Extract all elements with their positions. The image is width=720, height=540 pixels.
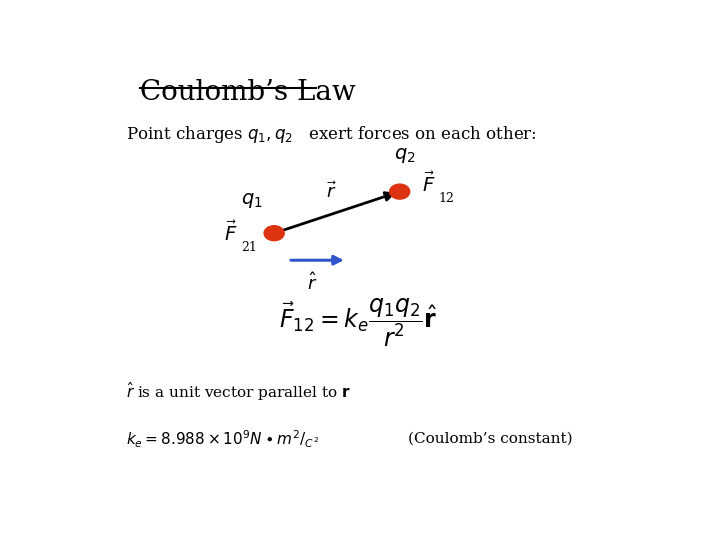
Text: 12: 12 bbox=[438, 192, 454, 205]
Text: $q_1$: $q_1$ bbox=[241, 191, 263, 210]
Text: $\vec{r}$: $\vec{r}$ bbox=[326, 181, 337, 202]
Circle shape bbox=[264, 226, 284, 241]
Text: $\hat{r}$ is a unit vector parallel to $\mathbf{r}$: $\hat{r}$ is a unit vector parallel to $… bbox=[126, 380, 351, 403]
Text: Point charges $q_1, q_2$   exert forces on each other:: Point charges $q_1, q_2$ exert forces on… bbox=[126, 124, 537, 145]
Circle shape bbox=[390, 184, 410, 199]
Text: $\vec{F}$: $\vec{F}$ bbox=[422, 172, 435, 196]
Text: 21: 21 bbox=[241, 241, 257, 254]
Text: $q_2$: $q_2$ bbox=[395, 146, 416, 165]
Text: (Coulomb’s constant): (Coulomb’s constant) bbox=[408, 432, 572, 446]
Text: Coulomb’s Law: Coulomb’s Law bbox=[140, 79, 356, 106]
Text: $\hat{r}$: $\hat{r}$ bbox=[307, 273, 317, 294]
Text: $\vec{F}$: $\vec{F}$ bbox=[224, 220, 238, 245]
Text: $k_e = 8.988\times10^9 N \bullet m^2/_{C^2}$: $k_e = 8.988\times10^9 N \bullet m^2/_{C… bbox=[126, 428, 319, 450]
Text: $\vec{F}_{12} = k_e \dfrac{q_1 q_2}{r^2} \hat{\mathbf{r}}$: $\vec{F}_{12} = k_e \dfrac{q_1 q_2}{r^2}… bbox=[279, 296, 437, 349]
